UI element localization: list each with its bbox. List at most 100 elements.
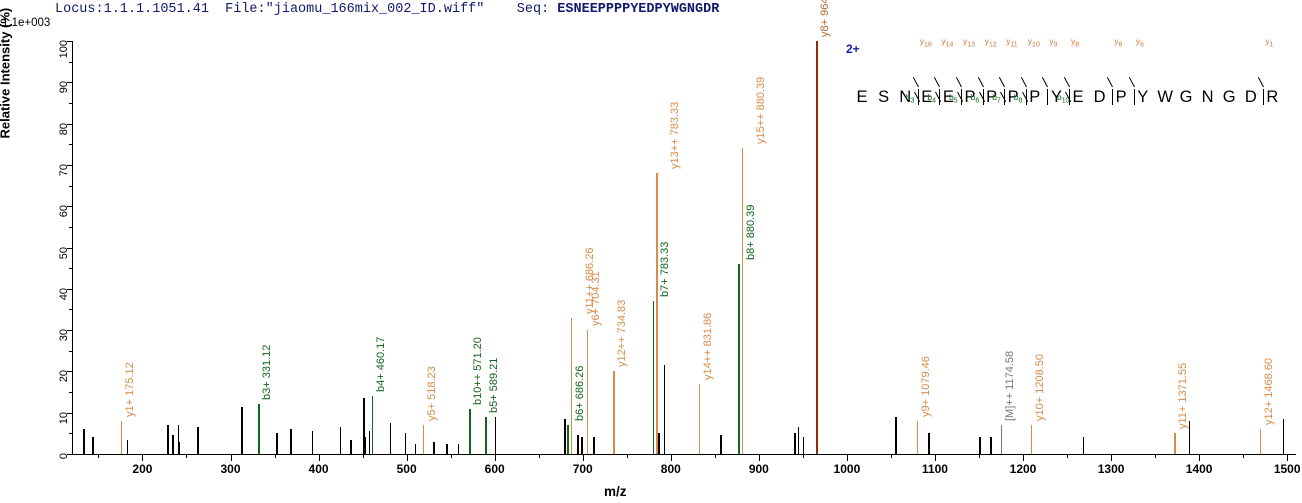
x-axis-tick bbox=[1111, 455, 1113, 461]
x-axis-tick bbox=[758, 455, 760, 461]
spectrum-peak-labeled bbox=[738, 264, 740, 454]
y-axis-tick-label: 90 bbox=[58, 81, 70, 94]
x-axis-minor-tick bbox=[626, 455, 628, 458]
sequence-residue: P bbox=[1007, 88, 1019, 106]
x-axis-tick bbox=[582, 455, 584, 461]
spectrum-peak bbox=[364, 437, 366, 454]
x-axis-tick-label: 1500 bbox=[1273, 462, 1301, 476]
spectrum-peak-labeled bbox=[1000, 425, 1003, 454]
sequence-residue: E bbox=[1072, 88, 1084, 106]
spectrum-peak bbox=[126, 439, 129, 454]
y-axis-minor-tick bbox=[69, 392, 72, 394]
sequence-residue: E bbox=[921, 88, 933, 106]
spectrum-peak-labeled bbox=[120, 420, 123, 454]
y-axis-tick bbox=[67, 206, 72, 208]
y-axis-tick bbox=[67, 454, 72, 455]
spectrum-peak bbox=[593, 437, 595, 454]
spectrum-peak-labeled bbox=[469, 408, 471, 454]
y-axis-tick-label: 50 bbox=[58, 246, 70, 259]
x-axis-minor-tick bbox=[802, 455, 804, 458]
sequence-residue: P bbox=[1029, 88, 1041, 106]
y-ion-label: y6 bbox=[1135, 36, 1144, 49]
x-axis-tick bbox=[1023, 455, 1025, 461]
b-ion-label: b10 bbox=[1057, 92, 1070, 105]
x-axis-minor-tick bbox=[890, 455, 892, 458]
spectrum-peak bbox=[580, 437, 583, 454]
x-axis-tick bbox=[1199, 455, 1201, 461]
intensity-scale-label: 1.1e+003 bbox=[2, 17, 51, 29]
y-ion-label: y1 bbox=[1265, 36, 1274, 49]
spectrum-peak bbox=[178, 441, 181, 454]
spectrum-peak bbox=[457, 443, 460, 454]
spectrum-peak bbox=[433, 441, 435, 454]
spectrum-peak-labeled bbox=[815, 41, 818, 454]
peak-label: y5+ 518.23 bbox=[425, 366, 438, 422]
x-axis-minor-tick bbox=[186, 455, 188, 458]
x-axis-minor-tick bbox=[978, 455, 980, 458]
y-axis-title: Relative Intensity (%) bbox=[0, 7, 13, 139]
spectrum-peak-labeled bbox=[570, 317, 573, 454]
peak-label: [M]++ 1174.58 bbox=[1003, 350, 1016, 422]
peak-label: y10+ 1208.50 bbox=[1033, 354, 1046, 422]
residue-separator bbox=[961, 89, 962, 105]
spectrum-peak bbox=[494, 416, 497, 454]
x-axis-tick-label: 1200 bbox=[1009, 462, 1037, 476]
y-axis-minor-tick bbox=[69, 61, 72, 63]
y-ion-label: y14 bbox=[941, 36, 954, 49]
locus-file-text: Locus:1.1.1.1051.41 File:"jiaomu_166mix_… bbox=[55, 2, 558, 17]
spectrum-peak bbox=[350, 439, 352, 454]
y-axis-minor-tick bbox=[69, 226, 72, 228]
y-axis-tick-label: 10 bbox=[58, 411, 70, 424]
sequence-residue: G bbox=[1179, 88, 1193, 106]
spectrum-peak bbox=[1188, 420, 1191, 454]
y-axis-tick-label: 100 bbox=[58, 40, 70, 59]
precursor-charge-label: 2+ bbox=[846, 42, 860, 56]
y-axis-minor-tick bbox=[69, 309, 72, 311]
peak-label: b10++ 571.20 bbox=[472, 336, 485, 405]
sequence-residue: D bbox=[1093, 88, 1106, 106]
y-axis-tick bbox=[67, 41, 72, 42]
y-ion-label: y13 bbox=[963, 36, 976, 49]
y-axis-tick bbox=[67, 247, 72, 249]
x-axis-tick-label: 500 bbox=[396, 462, 417, 476]
y-axis-minor-tick bbox=[69, 433, 72, 435]
spectrum-peak-labeled bbox=[586, 330, 589, 454]
peak-label: b5+ 589.21 bbox=[488, 357, 501, 413]
x-axis-tick bbox=[934, 455, 936, 461]
spectrum-peak-labeled bbox=[371, 396, 374, 454]
spectrum-peak bbox=[389, 423, 392, 454]
x-axis-tick bbox=[406, 455, 408, 461]
peak-label: b7+ 783.33 bbox=[659, 241, 672, 298]
sequence-residue: G bbox=[1222, 88, 1236, 106]
peak-label: y8+ 964.44 bbox=[818, 0, 831, 37]
y-axis-minor-tick bbox=[69, 144, 72, 146]
y-ion-label: y8 bbox=[1071, 36, 1080, 49]
spectrum-peak bbox=[167, 425, 169, 454]
spectrum-peak bbox=[802, 437, 805, 454]
residue-separator bbox=[1112, 89, 1114, 105]
spectrum-peak bbox=[197, 427, 199, 454]
y-ion-label: y12 bbox=[984, 36, 997, 49]
y-axis-tick-label: 20 bbox=[58, 370, 70, 383]
y-ion-label: y16 bbox=[919, 36, 932, 49]
x-axis-tick-label: 800 bbox=[660, 462, 681, 476]
spectrum-peak-labeled bbox=[741, 148, 744, 454]
spectrum-peak-labeled bbox=[656, 173, 658, 454]
x-axis-tick bbox=[230, 455, 232, 461]
peak-label: y15++ 880.39 bbox=[754, 77, 767, 145]
spectrum-peak-labeled bbox=[485, 416, 487, 454]
y-axis-tick-label: 70 bbox=[58, 163, 70, 177]
y-axis-minor-tick bbox=[69, 350, 72, 352]
x-axis-tick bbox=[494, 455, 496, 461]
x-axis-tick-label: 300 bbox=[220, 462, 241, 476]
b-ion-label: b6 bbox=[970, 92, 980, 105]
spectrum-peak bbox=[339, 427, 342, 454]
spectrum-peak bbox=[794, 433, 796, 454]
peak-label: y12+ 1468.60 bbox=[1262, 358, 1275, 426]
x-axis-tick-label: 600 bbox=[484, 462, 505, 476]
x-axis-minor-tick bbox=[362, 455, 364, 458]
x-axis-line bbox=[72, 454, 1296, 455]
y-axis-tick-label: 40 bbox=[58, 287, 70, 301]
x-axis-minor-tick bbox=[714, 455, 716, 458]
spectrum-peak-labeled bbox=[567, 425, 569, 454]
